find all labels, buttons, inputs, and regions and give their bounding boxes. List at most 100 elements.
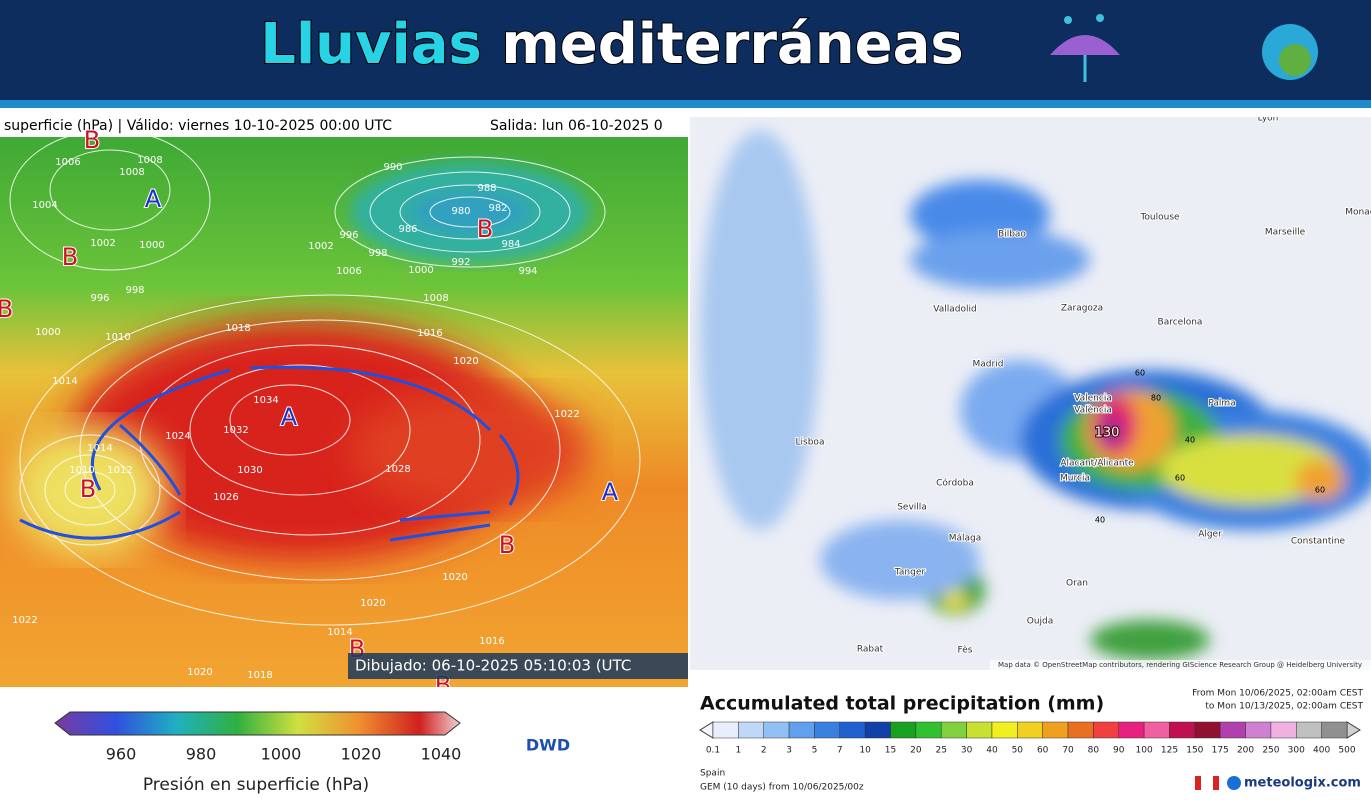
isobar-label: 1014	[87, 443, 112, 454]
precipitation-map: Lyon Toulouse Marseille Monac Bilbao Valladol…	[690, 114, 1371, 670]
colorbar-segment	[915, 721, 942, 739]
colorbar-tick: 90	[1113, 746, 1125, 756]
colorbar-tick: 1040	[421, 745, 462, 764]
colorbar-segment	[1067, 721, 1094, 739]
colorbar-tick: 150	[1186, 746, 1203, 756]
place-label: Palma	[1208, 399, 1235, 409]
pressure-center: A	[145, 185, 162, 213]
isobar-label: 1020	[360, 598, 385, 609]
isobar-label: 1010	[69, 465, 94, 476]
colorbar-tick: 15	[885, 746, 896, 756]
colorbar-tick: 400	[1313, 746, 1330, 756]
colorbar-arrow	[1346, 721, 1361, 739]
header-bar	[0, 0, 1371, 100]
colorbar-tick: 1020	[341, 745, 382, 764]
colorbar-tick: 200	[1237, 746, 1254, 756]
isobar-label: 1018	[247, 670, 272, 681]
pressure-center: B	[499, 531, 515, 559]
colorbar-segment	[738, 721, 764, 739]
isobar-label: 986	[398, 224, 417, 235]
isobar-label: 1020	[453, 356, 478, 367]
colorbar-segment	[966, 721, 993, 739]
place-label: Alacant/Alicante	[1060, 459, 1134, 469]
contour-label: 40	[1095, 516, 1105, 525]
model: GEM (10 days) from 10/06/2025/00z	[700, 783, 864, 793]
place-label: Zaragoza	[1061, 304, 1103, 314]
colorbar-tick: 5	[812, 746, 818, 756]
contour-label: 60	[1315, 486, 1325, 495]
isobar-label: 1022	[12, 615, 37, 626]
precip-title: Accumulated total precipitation (mm)	[700, 693, 1104, 715]
colorbar-segment	[1219, 721, 1246, 739]
brand: meteologix.com	[1244, 776, 1361, 791]
isobar-label: 1000	[35, 327, 60, 338]
colorbar-tick: 0.1	[706, 746, 720, 756]
brand-icon	[1227, 776, 1241, 790]
isobar-label: 1014	[52, 376, 77, 387]
place-label: Marseille	[1265, 228, 1306, 238]
colorbar-tick: 1	[735, 746, 741, 756]
isobar-label: 1006	[336, 266, 361, 277]
pressure-map: superficie (hPa) | Válido: viernes 10-10…	[0, 115, 688, 687]
colorbar-tick: 80	[1088, 746, 1100, 756]
place-label: Oujda	[1027, 617, 1054, 627]
period-to: to Mon 10/13/2025, 02:00am CEST	[1205, 702, 1363, 712]
colorbar-tick: 100	[1136, 746, 1153, 756]
place-label: Bilbao	[998, 230, 1026, 240]
colorbar-tick: 25	[936, 746, 947, 756]
colorbar-segment	[1245, 721, 1272, 739]
place-label: Oran	[1066, 579, 1088, 589]
colorbar-tick: 960	[106, 745, 137, 764]
title-part: Lluvias	[260, 12, 482, 77]
isobar-label: 988	[477, 183, 496, 194]
place-label: Toulouse	[1139, 213, 1180, 223]
isobar-label: 1030	[237, 465, 262, 476]
isobar-label: 1010	[105, 332, 130, 343]
colorbar-tick: 2	[761, 746, 767, 756]
contour-label: 60	[1175, 474, 1185, 483]
umbrella-icon	[1050, 14, 1120, 82]
isobar-label: 1006	[55, 157, 80, 168]
place-label: Barcelona	[1158, 318, 1203, 328]
isobar-label: 1026	[213, 492, 238, 503]
colorbar-segment	[1118, 721, 1145, 739]
place-label: Valladolid	[933, 305, 976, 315]
colorbar-arrow	[699, 721, 714, 739]
isobar-label: 1002	[90, 238, 115, 249]
place-label: Murcia	[1060, 474, 1090, 484]
max-label: 130	[1095, 426, 1120, 441]
colorbar-segment	[814, 721, 841, 739]
contour-label: 80	[1151, 394, 1161, 403]
isobar-label: 1024	[165, 431, 190, 442]
drawn-text: Dibujado: 06-10-2025 05:10:03 (UTC	[355, 657, 631, 675]
place-label: Alger	[1198, 530, 1222, 540]
colorbar-segment	[763, 721, 790, 739]
isobar-label: 1008	[137, 155, 162, 166]
colorbar-tick: 7	[837, 746, 843, 756]
logo	[1262, 24, 1318, 80]
isobar-label: 1034	[253, 395, 278, 406]
colorbar-segment	[864, 721, 891, 739]
place-label: Lyon	[1258, 114, 1279, 124]
colorbar-segment	[1093, 721, 1120, 739]
isobar-label: 994	[518, 266, 537, 277]
source-logo: DWD	[526, 736, 570, 755]
place-label: Valencia	[1074, 394, 1112, 404]
colorbar-tick: 3	[786, 746, 792, 756]
isobar-label: 996	[339, 230, 358, 241]
colorbar-segment	[712, 721, 739, 739]
colorbar-tick: 980	[186, 745, 217, 764]
pressure-center: B	[80, 475, 96, 503]
isobar-label: 1016	[479, 636, 504, 647]
isobar-label: 1002	[308, 241, 333, 252]
place-label: Tanger	[894, 568, 925, 578]
isobar-label: 998	[125, 285, 144, 296]
colorbar-label: Presión en superficie (hPa)	[143, 775, 369, 795]
period-from: From Mon 10/06/2025, 02:00am CEST	[1192, 689, 1363, 699]
colorbar-segment	[1143, 721, 1170, 739]
isobar-label: 998	[368, 248, 387, 259]
colorbar-tick: 50	[1012, 746, 1024, 756]
colorbar-tick: 40	[986, 746, 998, 756]
colorbar-segment	[890, 721, 917, 739]
